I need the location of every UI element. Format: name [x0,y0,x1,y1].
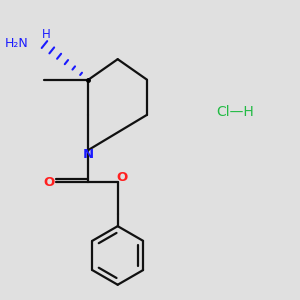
Text: O: O [43,176,55,189]
Text: O: O [116,171,128,184]
Text: Cl—H: Cl—H [216,105,254,119]
Text: H: H [41,28,50,41]
Text: N: N [83,148,94,161]
Text: H₂N: H₂N [4,37,28,50]
